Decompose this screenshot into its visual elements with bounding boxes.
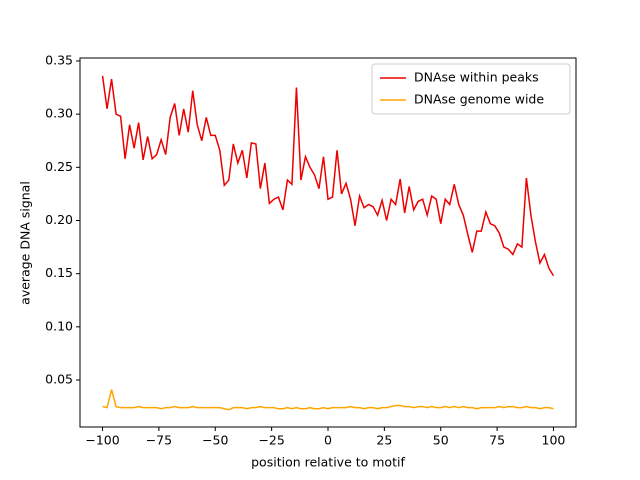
x-tick-label: −75 <box>146 433 172 448</box>
x-tick-label: −50 <box>202 433 228 448</box>
y-tick-label: 0.25 <box>45 159 73 174</box>
plot-frame <box>79 57 577 428</box>
x-tick-label: −25 <box>258 433 284 448</box>
x-tick-label: 100 <box>542 433 566 448</box>
y-tick-label: 0.35 <box>45 52 73 67</box>
x-tick-label: 75 <box>489 433 505 448</box>
data-line <box>101 75 555 277</box>
data-line <box>102 389 554 411</box>
y-axis-label: average DNA signal <box>18 181 33 305</box>
y-tick-label: 0.30 <box>45 106 73 121</box>
x-tick-label: 0 <box>324 433 332 448</box>
x-tick-label: 25 <box>376 433 392 448</box>
x-axis-label: position relative to motif <box>251 455 405 470</box>
legend-label: DNAse within peaks <box>414 70 539 85</box>
y-tick-label: 0.15 <box>45 265 73 280</box>
legend-box <box>371 63 571 115</box>
y-tick-label: 0.05 <box>45 371 73 386</box>
legend-label: DNAse genome wide <box>414 92 544 107</box>
x-tick-label: 50 <box>433 433 449 448</box>
y-tick-label: 0.20 <box>45 212 73 227</box>
y-tick-label: 0.10 <box>45 318 73 333</box>
x-tick-label: −100 <box>85 433 119 448</box>
